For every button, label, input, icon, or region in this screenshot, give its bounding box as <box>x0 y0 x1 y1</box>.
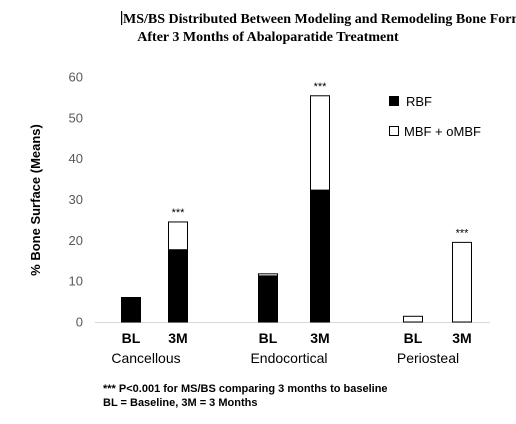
y-tick-label: 0 <box>76 315 83 330</box>
bar-segment-rbf <box>121 297 141 323</box>
legend-swatch-mbf <box>389 126 399 136</box>
y-tick-label: 10 <box>69 274 83 289</box>
significance-marker: *** <box>456 227 470 239</box>
bar-segment-mbf-ombf <box>452 241 472 323</box>
x-tick-label: 3M <box>310 330 329 346</box>
title-left-rule <box>121 11 123 25</box>
y-tick-label: 30 <box>69 192 83 207</box>
chart-subtitle: After 3 Months of Abaloparatide Treatmen… <box>137 30 399 45</box>
bar-segment-mbf-ombf <box>258 273 278 277</box>
bars-group <box>121 95 472 323</box>
bar-segment-mbf-ombf <box>403 315 423 323</box>
bar-segment-mbf-ombf <box>168 221 188 251</box>
category-labels: BL 3M BL 3M BL 3M <box>122 330 472 346</box>
group-label-cancellous: Cancellous <box>111 350 180 366</box>
y-tick-label: 50 <box>69 110 83 125</box>
y-axis-label: % Bone Surface (Means) <box>28 124 43 276</box>
bar-segment-rbf <box>310 189 330 323</box>
significance-markers: *** *** *** <box>172 81 470 240</box>
y-axis-ticks: 0 10 20 30 40 50 60 <box>69 70 83 330</box>
legend-label-mbf: MBF + oMBF <box>404 124 481 139</box>
group-label-endocortical: Endocortical <box>250 350 327 366</box>
x-tick-label: BL <box>122 330 141 346</box>
group-labels: Cancellous Endocortical Periosteal <box>111 350 459 366</box>
y-tick-label: 20 <box>69 233 83 248</box>
legend-label-rbf: RBF <box>406 94 432 109</box>
y-tick-label: 40 <box>69 151 83 166</box>
bar-segment-rbf <box>258 275 278 323</box>
bar-segment-rbf <box>168 249 188 323</box>
footnote-significance: *** P<0.001 for MS/BS comparing 3 months… <box>103 383 388 395</box>
significance-marker: *** <box>172 207 186 219</box>
group-label-periosteal: Periosteal <box>397 350 459 366</box>
x-tick-label: 3M <box>452 330 471 346</box>
footnote-abbreviations: BL = Baseline, 3M = 3 Months <box>103 397 257 409</box>
y-tick-label: 60 <box>69 70 83 85</box>
x-tick-label: BL <box>404 330 423 346</box>
legend: RBF MBF + oMBF <box>389 94 481 139</box>
x-tick-label: 3M <box>168 330 187 346</box>
significance-marker: *** <box>314 81 328 93</box>
bar-segment-mbf-ombf <box>310 95 330 191</box>
legend-swatch-rbf <box>389 96 399 106</box>
x-tick-label: BL <box>259 330 278 346</box>
chart-title: MS/BS Distributed Between Modeling and R… <box>123 12 516 27</box>
